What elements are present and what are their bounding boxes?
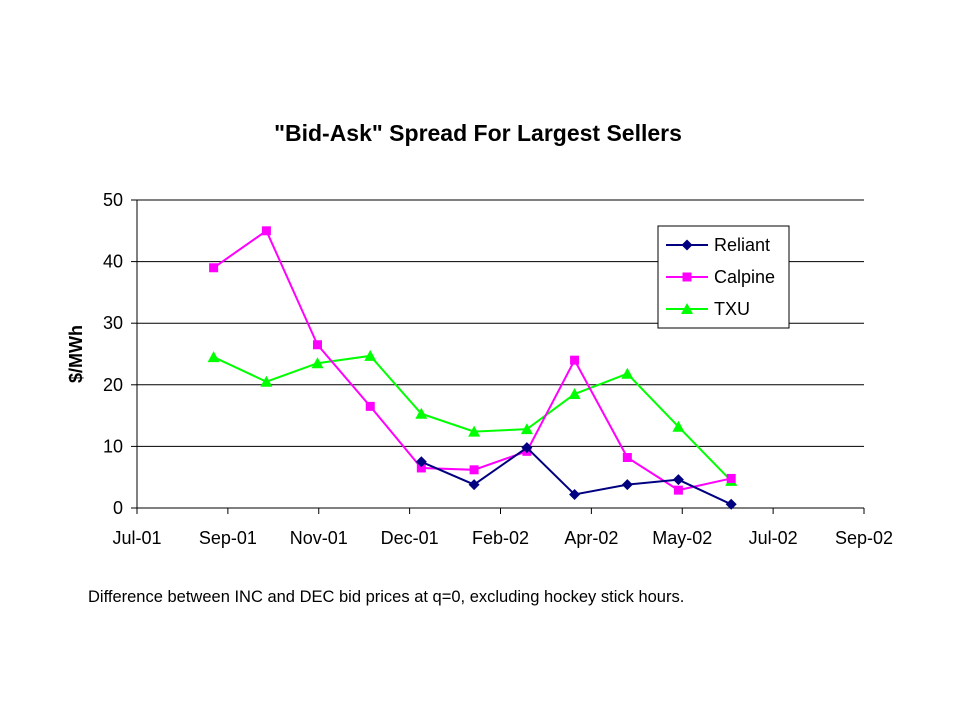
- x-tick-label-Nov-01: Nov-01: [290, 528, 348, 548]
- legend-marker-txu: [681, 303, 693, 314]
- y-tick-label-50: 50: [103, 190, 123, 210]
- x-tick-label-Jul-02: Jul-02: [749, 528, 798, 548]
- point-txu-2001-10-15: [311, 357, 324, 369]
- point-reliant-2002-01-15: [468, 479, 480, 491]
- y-tick-label-10: 10: [103, 436, 123, 456]
- legend-label-reliant: Reliant: [714, 235, 770, 255]
- point-txu-2001-11-15: [364, 349, 377, 361]
- point-calpine-2002-06-15: [726, 473, 736, 483]
- x-tick-label-Dec-01: Dec-01: [381, 528, 439, 548]
- legend-label-calpine: Calpine: [714, 267, 775, 287]
- footnote: Difference between INC and DEC bid price…: [88, 588, 685, 606]
- point-calpine-2002-03-15: [570, 355, 580, 365]
- x-tick-label-May-02: May-02: [652, 528, 712, 548]
- axes: 0 10 20 30 40 50 Jul-01 Sep-01 Nov-01 Dec-01 Feb-0…: [103, 190, 893, 548]
- point-calpine-2001-11-15: [365, 401, 375, 411]
- legend-label-txu: TXU: [714, 299, 750, 319]
- x-tick-label-Sep-02: Sep-02: [835, 528, 893, 548]
- point-calpine-2001-08-15: [209, 263, 219, 273]
- point-reliant-2002-02-15: [521, 442, 533, 454]
- point-txu-2001-08-15: [207, 351, 220, 363]
- series-line-calpine: [213, 229, 732, 492]
- point-txu-2002-05-15: [672, 420, 685, 432]
- point-reliant-2002-06-15: [725, 498, 737, 510]
- series-reliant: [415, 442, 737, 510]
- point-txu-2002-01-15: [468, 425, 481, 437]
- point-reliant-2002-04-15: [621, 479, 633, 491]
- point-reliant-2002-03-15: [569, 488, 581, 500]
- series-line-txu: [213, 354, 732, 482]
- point-txu-2001-12-15: [415, 407, 428, 419]
- point-calpine-2002-05-15: [673, 485, 683, 495]
- y-axis-label: $/MWh: [66, 325, 86, 383]
- point-calpine-2002-04-15: [622, 452, 632, 462]
- x-tick-label-Apr-02: Apr-02: [564, 528, 618, 548]
- point-calpine-2001-09-15: [261, 226, 271, 236]
- x-tick-label-Sep-01: Sep-01: [199, 528, 257, 548]
- y-tick-label-40: 40: [103, 252, 123, 272]
- point-calpine-2002-01-15: [469, 465, 479, 475]
- series-calpine: [209, 226, 736, 495]
- y-tick-label-30: 30: [103, 313, 123, 333]
- legend: Reliant Calpine TXU: [657, 225, 790, 329]
- series: [207, 226, 738, 510]
- point-txu-2002-03-15: [568, 388, 581, 400]
- point-reliant-2002-05-15: [672, 474, 684, 486]
- point-reliant-2001-12-15: [415, 456, 427, 468]
- series-txu: [207, 349, 738, 486]
- point-calpine-2001-10-15: [312, 340, 322, 350]
- chart-title: "Bid-Ask" Spread For Largest Sellers: [274, 120, 682, 146]
- point-calpine-2001-12-15: [416, 463, 426, 473]
- y-tick-label-20: 20: [103, 375, 123, 395]
- point-txu-2001-09-15: [260, 375, 273, 387]
- legend-marker-calpine: [682, 272, 692, 282]
- y-tick-label-0: 0: [113, 498, 123, 518]
- x-tick-label-Jul-01: Jul-01: [112, 528, 161, 548]
- point-txu-2002-02-15: [520, 423, 533, 435]
- point-txu-2002-04-15: [621, 367, 634, 379]
- x-tick-label-Feb-02: Feb-02: [472, 528, 529, 548]
- legend-marker-reliant: [681, 239, 693, 251]
